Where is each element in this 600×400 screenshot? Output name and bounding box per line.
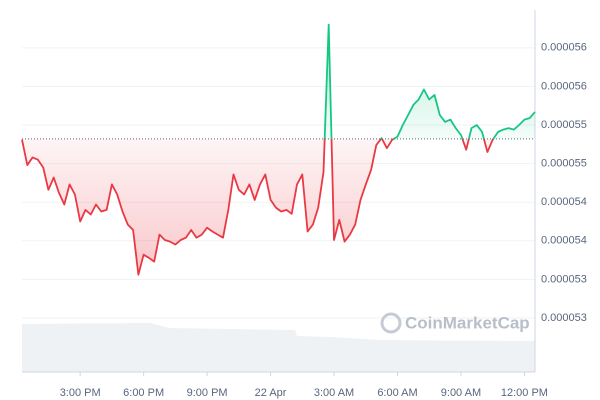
x-tick-label: 12:00 PM <box>501 387 548 399</box>
y-tick-label: 0.000056 <box>541 80 587 92</box>
y-tick-label: 0.000055 <box>541 119 587 131</box>
x-tick-label: 22 Apr <box>255 387 287 399</box>
y-tick-label: 0.000056 <box>541 42 587 54</box>
x-tick-label: 9:00 PM <box>187 387 228 399</box>
x-tick-label: 3:00 PM <box>60 387 101 399</box>
x-tick-label: 6:00 PM <box>123 387 164 399</box>
price-area <box>22 24 535 275</box>
watermark-logo <box>380 312 402 334</box>
x-tick-label: 3:00 AM <box>314 387 354 399</box>
volume-area <box>22 323 535 372</box>
y-tick-label: 0.000055 <box>541 158 587 170</box>
watermark: CoinMarketCap <box>380 312 530 334</box>
x-tick-label: 9:00 AM <box>441 387 481 399</box>
y-tick-label: 0.000053 <box>541 273 587 285</box>
y-tick-label: 0.000054 <box>541 235 587 247</box>
y-tick-label: 0.000053 <box>541 312 587 324</box>
x-tick-label: 6:00 AM <box>377 387 417 399</box>
price-line <box>21 23 536 276</box>
watermark-text: CoinMarketCap <box>405 313 530 332</box>
y-tick-label: 0.000054 <box>541 196 587 208</box>
